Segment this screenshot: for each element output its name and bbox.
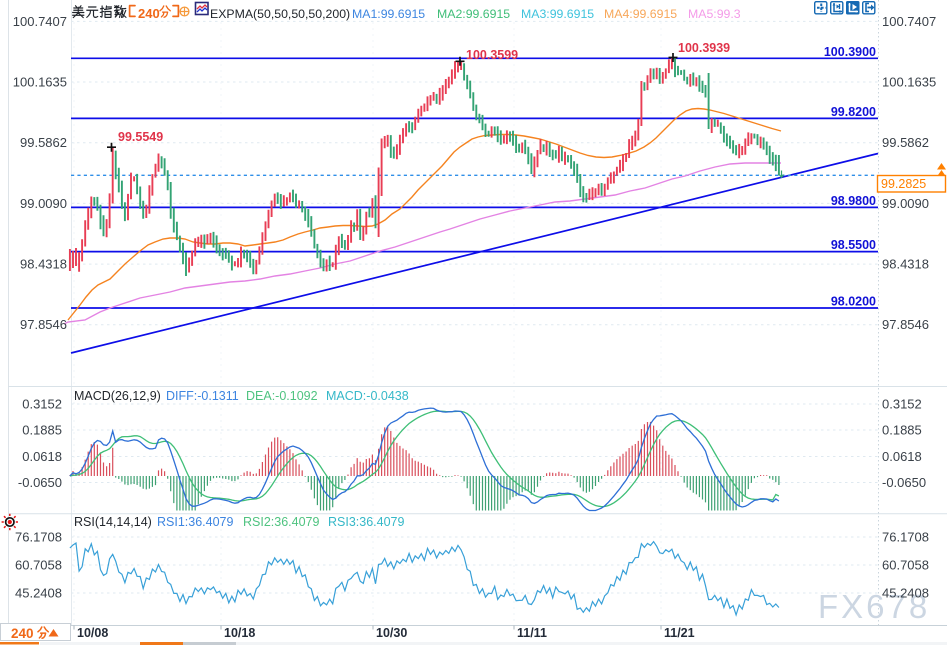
svg-text:76.1708: 76.1708 xyxy=(882,530,929,545)
svg-text:EXPMA(50,50,50,50,200): EXPMA(50,50,50,50,200) xyxy=(210,7,350,21)
svg-text:99.5549: 99.5549 xyxy=(118,130,163,144)
svg-text:100.7407: 100.7407 xyxy=(882,14,936,29)
svg-text:RSI1:36.4079: RSI1:36.4079 xyxy=(157,515,233,529)
svg-text:11/21: 11/21 xyxy=(664,626,695,640)
svg-text:98.0200: 98.0200 xyxy=(831,295,876,309)
svg-text:76.1708: 76.1708 xyxy=(15,530,62,545)
svg-text:99.2825: 99.2825 xyxy=(881,177,926,191)
svg-text:10/18: 10/18 xyxy=(224,626,255,640)
svg-text:RSI(14,14,14): RSI(14,14,14) xyxy=(74,515,152,529)
svg-text:240: 240 xyxy=(11,626,34,641)
svg-text:100.1635: 100.1635 xyxy=(882,75,936,90)
svg-text:-0.0650: -0.0650 xyxy=(882,475,926,490)
svg-text:10/08: 10/08 xyxy=(77,626,108,640)
svg-text:0.1885: 0.1885 xyxy=(882,423,922,438)
svg-text:240: 240 xyxy=(138,6,160,21)
svg-text:100.7407: 100.7407 xyxy=(13,14,67,29)
svg-text:0.0618: 0.0618 xyxy=(22,449,62,464)
svg-text:0.3152: 0.3152 xyxy=(882,397,922,412)
svg-text:MA3:99.6915: MA3:99.6915 xyxy=(521,7,594,21)
svg-text:MACD(26,12,9): MACD(26,12,9) xyxy=(74,389,161,403)
svg-text:45.2408: 45.2408 xyxy=(882,586,929,601)
svg-text:0.1885: 0.1885 xyxy=(22,423,62,438)
svg-text:100.3599: 100.3599 xyxy=(466,48,518,62)
svg-text:0.3152: 0.3152 xyxy=(22,397,62,412)
svg-text:100.3939: 100.3939 xyxy=(678,41,730,55)
svg-text:MACD:-0.0438: MACD:-0.0438 xyxy=(326,389,409,403)
svg-text:RSI2:36.4079: RSI2:36.4079 xyxy=(243,515,319,529)
svg-text:60.7058: 60.7058 xyxy=(882,558,929,573)
svg-text:99.8200: 99.8200 xyxy=(831,105,876,119)
svg-text:MA5:99.3: MA5:99.3 xyxy=(688,7,741,21)
svg-text:99.0090: 99.0090 xyxy=(20,196,67,211)
svg-text:DIFF:-0.1311: DIFF:-0.1311 xyxy=(166,389,239,403)
svg-text:FX678: FX678 xyxy=(818,588,930,625)
svg-text:10/30: 10/30 xyxy=(376,626,407,640)
svg-text:99.5862: 99.5862 xyxy=(882,135,929,150)
svg-text:DEA:-0.1092: DEA:-0.1092 xyxy=(246,389,318,403)
svg-text:99.5862: 99.5862 xyxy=(20,135,67,150)
svg-text:98.5500: 98.5500 xyxy=(831,238,876,252)
svg-text:45.2408: 45.2408 xyxy=(15,586,62,601)
svg-text:11/11: 11/11 xyxy=(517,626,547,640)
svg-text:98.4318: 98.4318 xyxy=(20,257,67,272)
svg-text:0.0618: 0.0618 xyxy=(882,449,922,464)
svg-text:97.8546: 97.8546 xyxy=(20,317,67,332)
svg-text:97.8546: 97.8546 xyxy=(882,317,929,332)
svg-text:100.3900: 100.3900 xyxy=(824,45,876,59)
svg-text:98.4318: 98.4318 xyxy=(882,257,929,272)
svg-text:100.1635: 100.1635 xyxy=(13,75,67,90)
svg-text:98.9800: 98.9800 xyxy=(831,194,876,208)
svg-text:60.7058: 60.7058 xyxy=(15,558,62,573)
svg-text:99.0090: 99.0090 xyxy=(882,196,929,211)
svg-text:MA4:99.6915: MA4:99.6915 xyxy=(604,7,677,21)
svg-text:RSI3:36.4079: RSI3:36.4079 xyxy=(328,515,404,529)
svg-text:MA1:99.6915: MA1:99.6915 xyxy=(352,7,425,21)
svg-text:-0.0650: -0.0650 xyxy=(18,475,62,490)
svg-text:MA2:99.6915: MA2:99.6915 xyxy=(437,7,510,21)
